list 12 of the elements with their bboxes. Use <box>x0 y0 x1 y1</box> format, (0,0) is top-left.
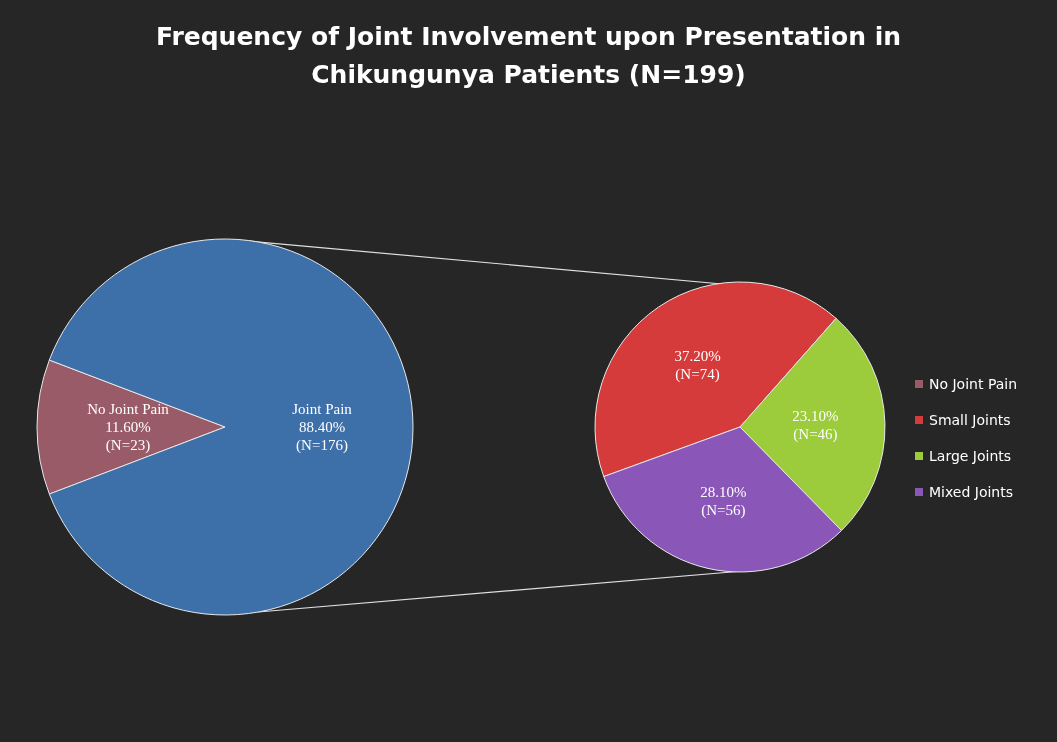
data-label: 28.10% (N=56) <box>700 483 747 519</box>
data-label: 88.40% (N=176) <box>296 418 348 454</box>
data-label: 11.60% (N=23) <box>105 419 151 455</box>
legend-label: Large Joints <box>929 448 1012 464</box>
legend-label: No Joint Pain <box>929 376 1018 392</box>
legend-label: Mixed Joints <box>929 484 1014 500</box>
slice-label: No Joint Pain <box>87 401 170 418</box>
chart-title: Frequency of Joint Involvement upon Presentation in Chikungunya Patients (N=199) <box>155 21 902 89</box>
data-label: 37.20% (N=74) <box>674 347 721 383</box>
legend-label: Small Joints <box>929 412 1011 428</box>
slice-label: Joint Pain <box>292 400 353 417</box>
data-label: 23.10% (N=46) <box>792 408 839 444</box>
